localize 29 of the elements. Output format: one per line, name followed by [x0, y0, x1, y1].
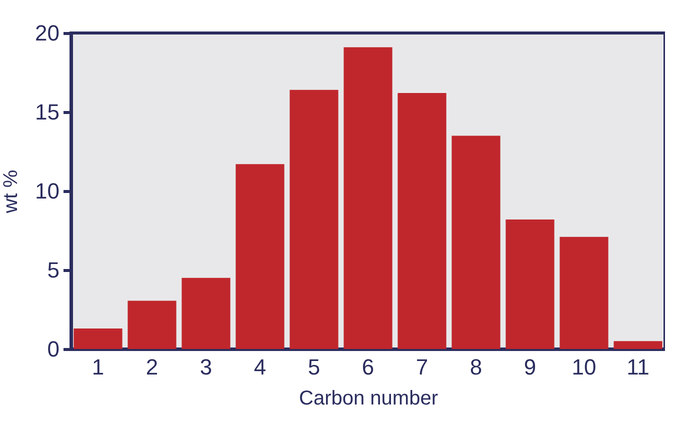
- x-tick-label: 10: [572, 354, 596, 380]
- x-tick-label: 6: [362, 354, 374, 380]
- y-tick-label: 5: [47, 258, 60, 282]
- x-tick-label: 9: [524, 354, 536, 380]
- x-tick-label: 8: [470, 354, 482, 380]
- bar: [290, 90, 338, 349]
- bar: [614, 341, 662, 349]
- x-tick-label: 1: [92, 354, 104, 380]
- y-tick-label: 20: [35, 20, 60, 46]
- x-tick-label: 3: [200, 354, 212, 380]
- x-tick-label: 2: [146, 354, 158, 380]
- y-tick-label: 15: [35, 100, 60, 124]
- y-tick-label: 10: [35, 178, 60, 204]
- bar: [74, 328, 122, 349]
- bar: [560, 236, 608, 349]
- x-axis-title: Carbon number: [299, 388, 438, 410]
- bar: [182, 278, 230, 349]
- bar: [236, 164, 284, 349]
- bar: [506, 219, 554, 349]
- x-tick-label: 5: [308, 354, 320, 380]
- x-tick-label: 7: [416, 354, 428, 380]
- y-tick-label: 0: [47, 336, 60, 362]
- bar: [398, 93, 446, 349]
- bar: [452, 136, 500, 349]
- bar: [128, 300, 176, 349]
- x-tick-label: 11: [626, 354, 650, 380]
- bar: [344, 47, 392, 349]
- x-tick-label: 4: [254, 354, 266, 380]
- y-axis-title: wt %: [0, 170, 22, 214]
